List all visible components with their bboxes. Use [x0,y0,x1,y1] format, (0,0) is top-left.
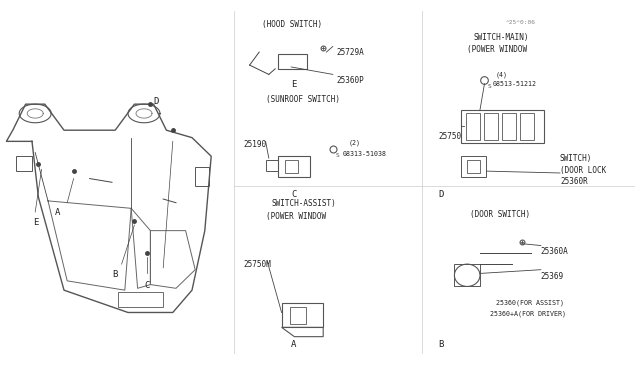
Text: 25360P: 25360P [336,76,364,85]
Text: C: C [144,281,149,290]
Bar [461,156,486,177]
Text: 08313-51038: 08313-51038 [342,151,387,157]
Bar [502,113,516,140]
Bar [195,167,209,186]
Text: A: A [291,340,296,349]
Bar [278,156,310,177]
Bar [285,160,298,173]
Text: S: S [336,153,340,157]
Text: D: D [438,190,444,199]
Bar [282,303,323,327]
Text: E: E [291,80,296,89]
Text: D: D [154,97,159,106]
Text: (DOOR LOCK: (DOOR LOCK [560,166,606,174]
Bar [16,156,32,171]
Text: SWITCH-MAIN): SWITCH-MAIN) [474,33,529,42]
Bar [454,264,480,286]
Text: 25750M: 25750M [243,260,271,269]
Text: A: A [54,208,60,217]
Text: 25750: 25750 [438,132,461,141]
Text: C: C [291,190,296,199]
Text: SWITCH-ASSIST): SWITCH-ASSIST) [272,199,337,208]
Text: 25369: 25369 [541,272,564,280]
Text: 08513-51212: 08513-51212 [493,81,537,87]
Text: ^25^0:06: ^25^0:06 [506,20,536,25]
Bar [278,54,307,69]
Bar [118,292,163,307]
Text: E: E [33,218,38,227]
Text: (4): (4) [496,71,508,78]
Text: SWITCH): SWITCH) [560,154,593,163]
Text: (HOOD SWITCH): (HOOD SWITCH) [262,20,323,29]
Bar [461,110,544,143]
Bar [520,113,534,140]
Text: 25360(FOR ASSIST): 25360(FOR ASSIST) [496,299,564,306]
Bar [484,113,498,140]
Text: 25360A: 25360A [541,247,568,256]
Text: 25360R: 25360R [560,177,588,186]
Bar [467,160,480,173]
Text: (POWER WINDOW: (POWER WINDOW [266,212,326,221]
Text: B: B [112,270,117,279]
Text: 25729A: 25729A [336,48,364,57]
Text: (POWER WINDOW: (POWER WINDOW [467,45,527,54]
Text: (DOOR SWITCH): (DOOR SWITCH) [470,210,531,219]
Bar [266,160,278,171]
Text: B: B [438,340,444,349]
Text: S: S [488,84,492,89]
Text: (2): (2) [349,140,361,146]
Bar [466,113,480,140]
Bar [290,307,306,324]
Text: (SUNROOF SWITCH): (SUNROOF SWITCH) [266,95,340,104]
Text: 25360+A(FOR DRIVER): 25360+A(FOR DRIVER) [490,311,566,317]
Text: 25190: 25190 [243,140,266,148]
